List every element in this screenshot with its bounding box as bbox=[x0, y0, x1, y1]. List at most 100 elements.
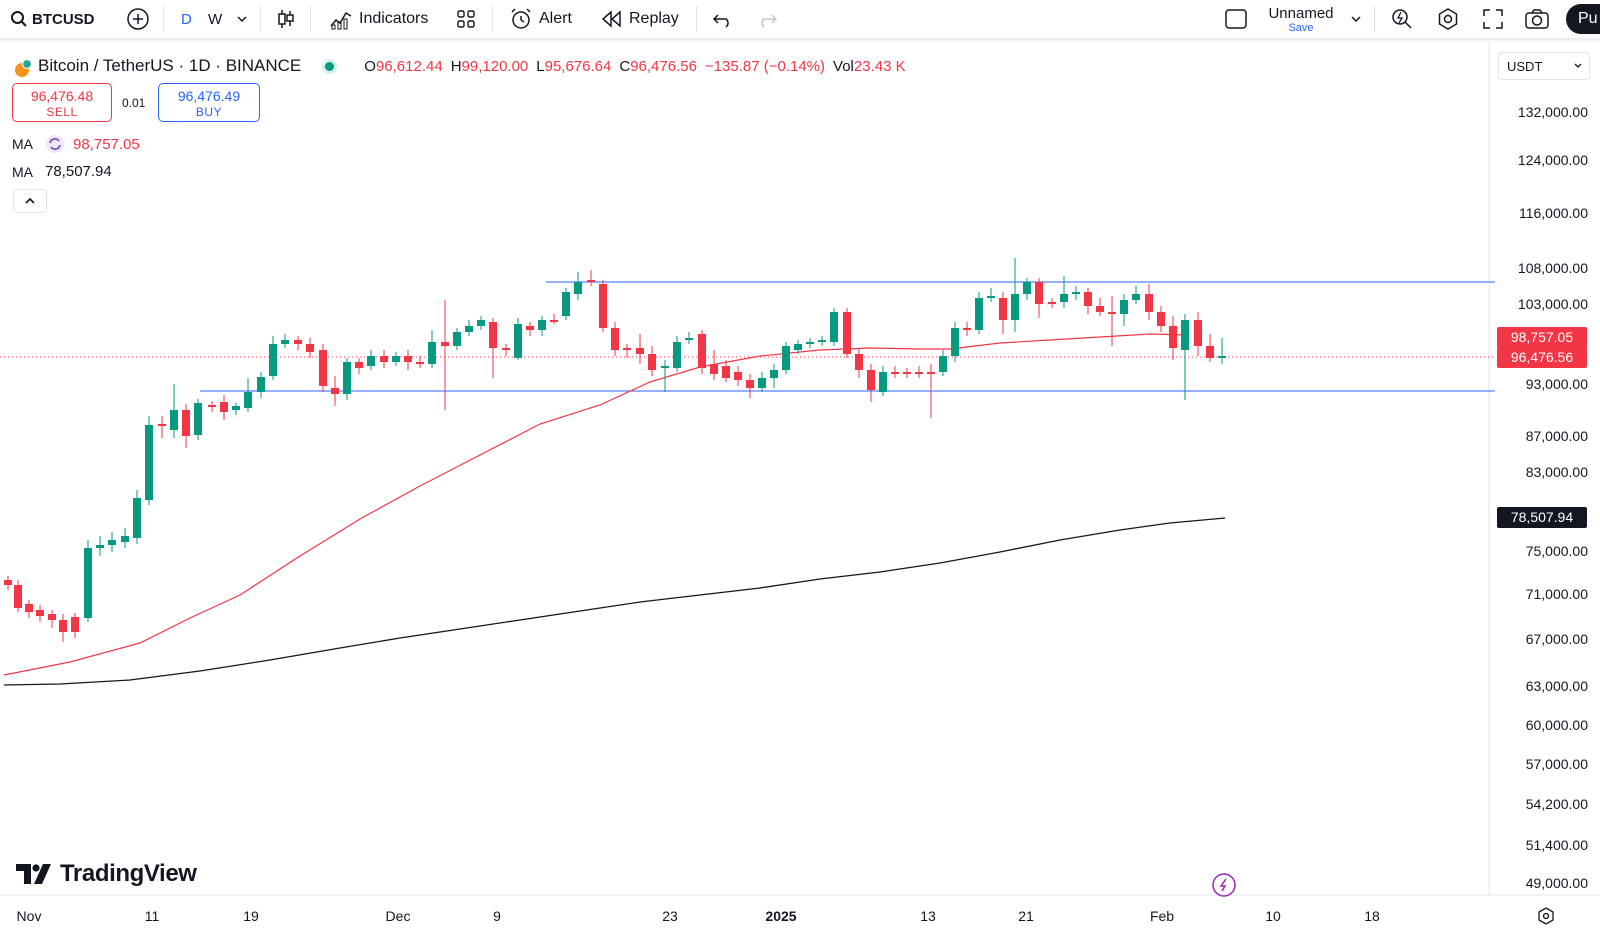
candle-down bbox=[306, 344, 314, 352]
compare-button[interactable] bbox=[126, 0, 150, 38]
undo-button[interactable] bbox=[712, 0, 734, 38]
quick-search-button[interactable] bbox=[1390, 0, 1414, 38]
candle-up bbox=[830, 312, 838, 342]
sell-price: 96,476.48 bbox=[30, 88, 94, 104]
camera-icon bbox=[1525, 9, 1549, 29]
candle-down bbox=[903, 372, 911, 374]
candle-down bbox=[963, 328, 971, 330]
candle-down bbox=[71, 617, 79, 632]
time-axis-label: 10 bbox=[1265, 908, 1281, 924]
candle-up bbox=[939, 356, 947, 372]
interval-w-button[interactable]: W bbox=[208, 10, 223, 28]
publish-button[interactable]: Pu bbox=[1566, 4, 1600, 34]
candle-down bbox=[550, 320, 558, 322]
ma-slow-legend[interactable]: MA 78,507.94 bbox=[12, 163, 112, 180]
candle-down bbox=[158, 424, 166, 426]
candle-up bbox=[782, 346, 790, 370]
snapshot-button[interactable] bbox=[1524, 0, 1550, 38]
candle-down bbox=[182, 410, 190, 436]
fullscreen-button[interactable] bbox=[1482, 0, 1504, 38]
buy-label: BUY bbox=[195, 105, 223, 119]
candle-up bbox=[574, 282, 582, 294]
loading-icon bbox=[46, 135, 64, 153]
symbol-title[interactable]: Bitcoin / TetherUS · 1D · BINANCE bbox=[38, 56, 302, 75]
ma-slow-label: MA bbox=[12, 163, 33, 180]
ma-fast-price-tag: 98,757.05 bbox=[1497, 327, 1587, 348]
replay-button[interactable]: Replay bbox=[601, 0, 679, 38]
redo-icon bbox=[761, 14, 778, 28]
candle-up bbox=[133, 498, 141, 538]
price-axis-label: 116,000.00 bbox=[1518, 205, 1588, 221]
candle-down bbox=[698, 334, 706, 368]
candle-up bbox=[951, 328, 959, 356]
price-axis-label: 75,000.00 bbox=[1525, 543, 1588, 559]
symbol-search-button[interactable]: BTCUSD bbox=[10, 0, 95, 38]
candle-up bbox=[1060, 294, 1068, 302]
candle-up bbox=[465, 326, 473, 332]
buy-button[interactable]: 96,476.49 BUY bbox=[158, 83, 260, 122]
candle-down bbox=[746, 380, 754, 388]
candle-down bbox=[294, 340, 302, 344]
grid-icon bbox=[457, 10, 475, 28]
candle-up bbox=[121, 536, 129, 542]
legend-collapse-button[interactable] bbox=[13, 189, 47, 213]
top-toolbar: BTCUSD D W Indicators Alert Replay Unnam… bbox=[0, 0, 1600, 38]
chevron-down-icon bbox=[1574, 63, 1582, 68]
candle-up bbox=[538, 320, 546, 330]
indicators-button[interactable]: Indicators bbox=[329, 0, 428, 38]
replay-label: Replay bbox=[629, 10, 679, 27]
time-axis-label: 11 bbox=[144, 908, 160, 924]
candle-down bbox=[355, 362, 363, 368]
price-axis-label: 124,000.00 bbox=[1517, 152, 1588, 168]
brand-name: TradingView bbox=[60, 860, 197, 887]
sell-button[interactable]: 96,476.48 SELL bbox=[12, 83, 112, 122]
candle-down bbox=[1145, 294, 1153, 312]
templates-button[interactable] bbox=[456, 0, 476, 38]
price-axis-label: 83,000.00 bbox=[1525, 464, 1588, 480]
interval-d-button[interactable]: D bbox=[181, 10, 192, 28]
candle-up bbox=[1120, 300, 1128, 314]
candle-up bbox=[818, 340, 826, 342]
layout-toggle[interactable] bbox=[1224, 0, 1248, 38]
candle-up bbox=[685, 338, 693, 340]
lightning-search-icon bbox=[1392, 9, 1412, 29]
candle-down bbox=[441, 342, 449, 346]
price-axis-label: 49,000.00 bbox=[1525, 875, 1588, 891]
time-axis-label: 13 bbox=[920, 908, 936, 924]
candle-down bbox=[867, 370, 875, 390]
buy-price: 96,476.49 bbox=[177, 88, 241, 104]
plus-circle-icon bbox=[127, 8, 149, 30]
redo-button[interactable] bbox=[756, 0, 778, 38]
candle-down bbox=[380, 356, 388, 362]
low-value: 95,676.64 bbox=[544, 57, 612, 75]
candle-down bbox=[404, 356, 412, 362]
candle-up bbox=[879, 372, 887, 392]
tradingview-logo[interactable]: TradingView bbox=[16, 860, 197, 888]
last-price-tag: 96,476.56 bbox=[1497, 347, 1587, 368]
candle-up bbox=[170, 410, 178, 430]
settings-button[interactable] bbox=[1436, 0, 1460, 38]
candle-down bbox=[36, 610, 44, 616]
interval-dropdown[interactable] bbox=[236, 0, 248, 38]
layout-save: Save bbox=[1288, 21, 1314, 34]
currency-select[interactable]: USDT bbox=[1498, 52, 1590, 80]
ma-fast-legend[interactable]: MA 98,757.05 bbox=[12, 134, 140, 154]
candle-down bbox=[710, 364, 718, 374]
price-axis-label: 93,000.00 bbox=[1525, 376, 1588, 392]
candle-down bbox=[489, 322, 497, 348]
change-value: −135.87 (−0.14%) bbox=[704, 57, 826, 75]
chart-type-button[interactable] bbox=[276, 0, 296, 38]
alert-button[interactable]: Alert bbox=[509, 0, 572, 38]
candle-up bbox=[562, 292, 570, 316]
candle-down bbox=[648, 354, 656, 370]
chevron-up-icon bbox=[25, 197, 35, 204]
candle-down bbox=[722, 366, 730, 378]
price-axis-label: 108,000.00 bbox=[1517, 260, 1588, 276]
layout-dropdown[interactable] bbox=[1350, 0, 1362, 38]
undo-icon bbox=[712, 14, 729, 28]
scale-settings-icon bbox=[1538, 907, 1554, 925]
candle-down bbox=[915, 372, 923, 374]
layout-name-button[interactable]: Unnamed Save bbox=[1262, 0, 1340, 38]
time-axis-label: 18 bbox=[1364, 908, 1380, 924]
